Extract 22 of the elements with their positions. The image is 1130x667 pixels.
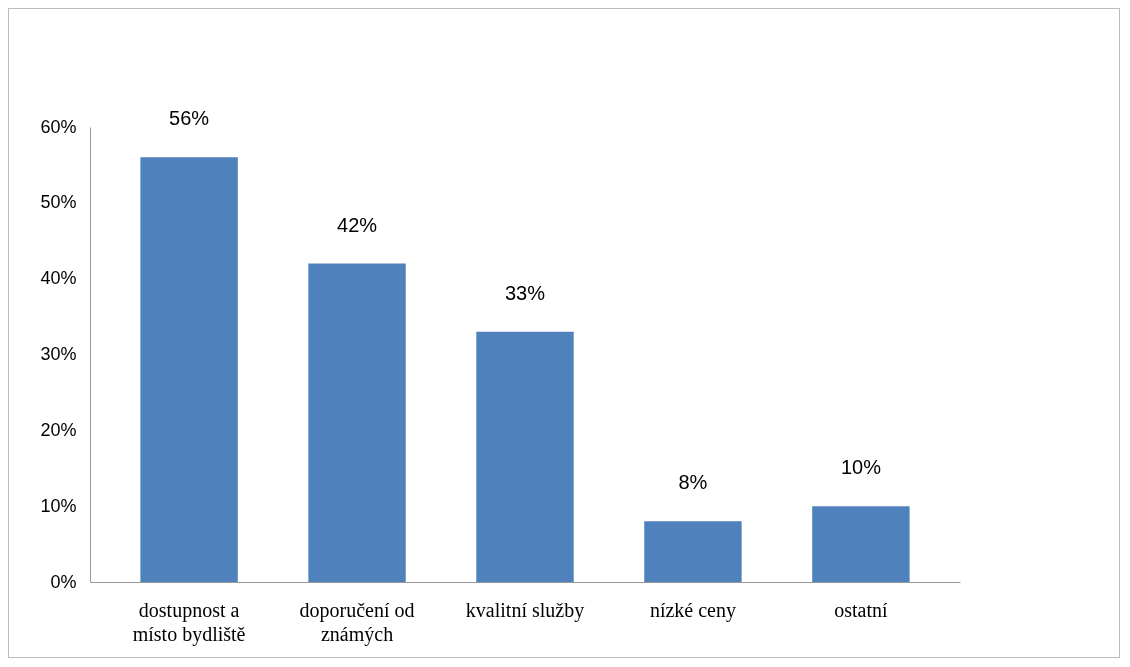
- data-label: 33%: [504, 281, 546, 304]
- y-tick-label: 20%: [40, 419, 77, 440]
- y-tick-label: 0%: [50, 571, 77, 592]
- bar: [476, 331, 574, 582]
- y-tick-label: 60%: [40, 116, 77, 137]
- data-label: 42%: [337, 213, 378, 236]
- data-label: 10%: [840, 456, 882, 479]
- x-tick-label: kvalitní služby: [465, 598, 585, 622]
- x-tick-label: dostupnost a místo bydliště: [132, 598, 246, 646]
- x-tick-label: nízké ceny: [649, 598, 736, 622]
- y-tick-label: 10%: [40, 495, 77, 516]
- x-tick-label: doporučení od známých: [299, 598, 415, 646]
- bar: [140, 157, 238, 582]
- x-tick-label: ostatní: [834, 598, 889, 621]
- data-label: 56%: [169, 107, 210, 130]
- bar: [308, 263, 406, 582]
- bar: [644, 521, 742, 582]
- y-tick-label: 40%: [40, 268, 77, 289]
- data-label: 8%: [678, 471, 708, 494]
- y-tick-label: 50%: [40, 192, 77, 213]
- y-tick-label: 30%: [40, 344, 77, 364]
- bar: [812, 506, 910, 582]
